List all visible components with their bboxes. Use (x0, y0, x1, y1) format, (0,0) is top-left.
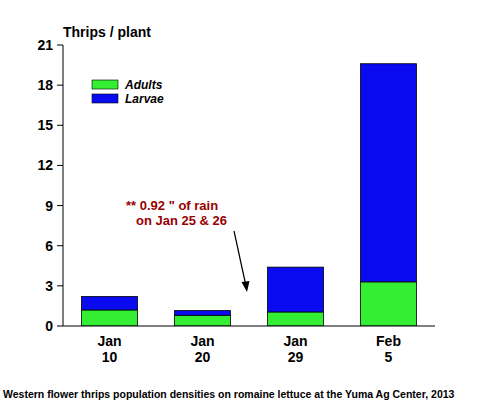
annotation: ** 0.92 " of rain (126, 198, 218, 213)
y-tick (57, 85, 63, 86)
chart-title: Western flower thrips population densiti… (3, 388, 455, 400)
chart-root: Thrips / plant036912151821Jan10Jan20Jan2… (0, 0, 490, 407)
bar (268, 312, 324, 326)
x-tick-label: Feb5 (376, 333, 401, 365)
bar (82, 310, 138, 326)
x-tick-label: Jan10 (97, 333, 121, 365)
bar (175, 315, 231, 326)
annotation-arrowhead (242, 281, 250, 292)
y-tick-label: 21 (37, 37, 53, 53)
x-tick-label-line: 20 (195, 349, 211, 365)
x-tick-label-line: Jan (190, 333, 214, 349)
annotation: on Jan 25 & 26 (136, 213, 227, 228)
legend-swatch (92, 94, 118, 103)
y-tick-label: 9 (45, 198, 53, 214)
y-tick (57, 165, 63, 166)
y-tick-label: 15 (37, 117, 53, 133)
x-tick-label-line: 10 (102, 349, 118, 365)
x-tick-label-line: 29 (288, 349, 304, 365)
bar (268, 267, 324, 312)
legend-swatch (92, 80, 118, 89)
y-tick-label: 12 (37, 157, 53, 173)
y-tick-label: 3 (45, 278, 53, 294)
y-axis (63, 45, 64, 326)
x-tick-label: Jan20 (190, 333, 214, 365)
bar (82, 297, 138, 310)
y-tick-label: 6 (45, 238, 53, 254)
y-tick (57, 45, 63, 46)
legend-label: Larvae (125, 92, 164, 106)
x-tick-label-line: 5 (385, 349, 393, 365)
legend-label: Adults (124, 78, 163, 92)
y-tick-label: 18 (37, 77, 53, 93)
x-tick-label: Jan29 (283, 333, 307, 365)
x-tick-label-line: Feb (376, 333, 401, 349)
y-tick (57, 245, 63, 246)
bars (82, 64, 417, 326)
chart-svg: Thrips / plant036912151821Jan10Jan20Jan2… (0, 0, 490, 407)
annotation-arrow (234, 231, 246, 286)
y-tick-label: 0 (45, 318, 53, 334)
x-tick-label-line: Jan (283, 333, 307, 349)
y-tick (57, 205, 63, 206)
x-tick-label-line: Jan (97, 333, 121, 349)
y-axis-label: Thrips / plant (63, 24, 151, 40)
y-tick (57, 326, 63, 327)
bar (361, 64, 417, 282)
bar (361, 282, 417, 326)
x-axis (63, 326, 435, 327)
bar (175, 311, 231, 316)
y-tick (57, 285, 63, 286)
y-tick (57, 125, 63, 126)
